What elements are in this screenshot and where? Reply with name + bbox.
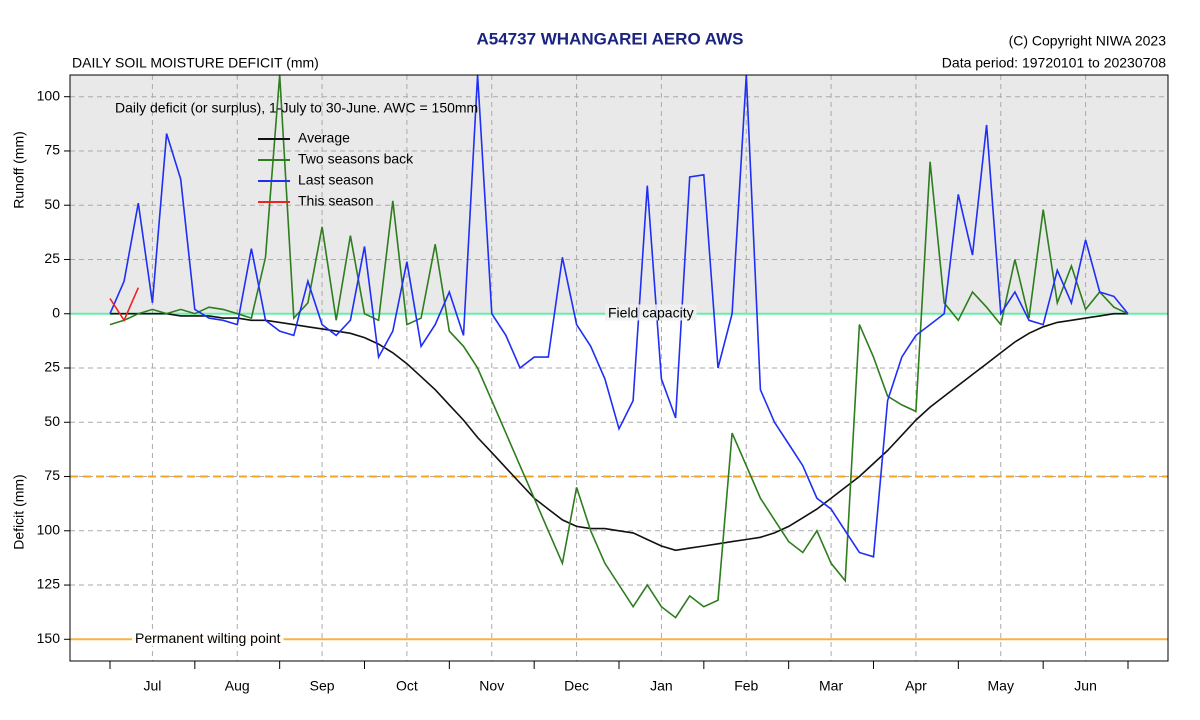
legend-label: Last season — [298, 172, 374, 188]
legend-label: Two seasons back — [298, 151, 414, 167]
x-tick-label: Sep — [310, 678, 335, 694]
x-tick-label: Jun — [1074, 678, 1097, 694]
x-tick-label: Nov — [479, 678, 504, 694]
y-tick-label: 100 — [37, 521, 61, 537]
y-tick-label: 125 — [37, 576, 61, 592]
reference-label-bg — [132, 629, 284, 646]
plot-bg-upper — [70, 75, 1168, 314]
data-period: Data period: 19720101 to 20230708 — [942, 55, 1166, 71]
y-tick-label: 0 — [52, 304, 60, 320]
legend-title: Daily deficit (or surplus), 1-July to 30… — [115, 100, 478, 116]
reference-label: Permanent wilting point — [135, 630, 281, 646]
chart-title: A54737 WHANGAREI AERO AWS — [476, 29, 743, 48]
y-tick-label: 150 — [37, 630, 61, 646]
x-tick-label: Oct — [396, 678, 418, 694]
series-line — [109, 287, 140, 322]
plot-frame — [69, 74, 1169, 662]
series-line — [109, 75, 1129, 619]
y-tick-label: 50 — [44, 413, 60, 429]
series-line — [109, 75, 1129, 558]
series-line — [110, 312, 1128, 552]
copyright: (C) Copyright NIWA 2023 — [1009, 33, 1167, 49]
y-tick-label: 50 — [44, 196, 60, 212]
x-tick-label: Mar — [819, 678, 843, 694]
x-tick-label: Jul — [143, 678, 161, 694]
legend-label: This season — [298, 193, 373, 209]
y-tick-label: 75 — [44, 467, 60, 483]
x-tick-label: Feb — [734, 678, 758, 694]
series-group — [109, 75, 1129, 619]
y-tick-label: 25 — [44, 359, 60, 375]
x-tick-label: May — [988, 678, 1014, 694]
x-tick-label: Dec — [564, 678, 589, 694]
x-tick-label: Apr — [905, 678, 927, 694]
legend-label: Average — [298, 130, 350, 146]
y-tick-label: 75 — [44, 142, 60, 158]
chart-subtitle: DAILY SOIL MOISTURE DEFICIT (mm) — [72, 55, 319, 71]
y-axis-label: Deficit (mm) — [11, 474, 27, 549]
reference-label-bg — [605, 304, 697, 321]
y-tick-label: 25 — [44, 250, 60, 266]
y-tick-label: 100 — [37, 87, 61, 103]
reference-label: Field capacity — [608, 304, 694, 320]
plot-bg-lower — [70, 313, 1168, 661]
x-tick-label: Jan — [650, 678, 673, 694]
y-axis-label: Runoff (mm) — [11, 131, 27, 209]
x-tick-label: Aug — [225, 678, 250, 694]
